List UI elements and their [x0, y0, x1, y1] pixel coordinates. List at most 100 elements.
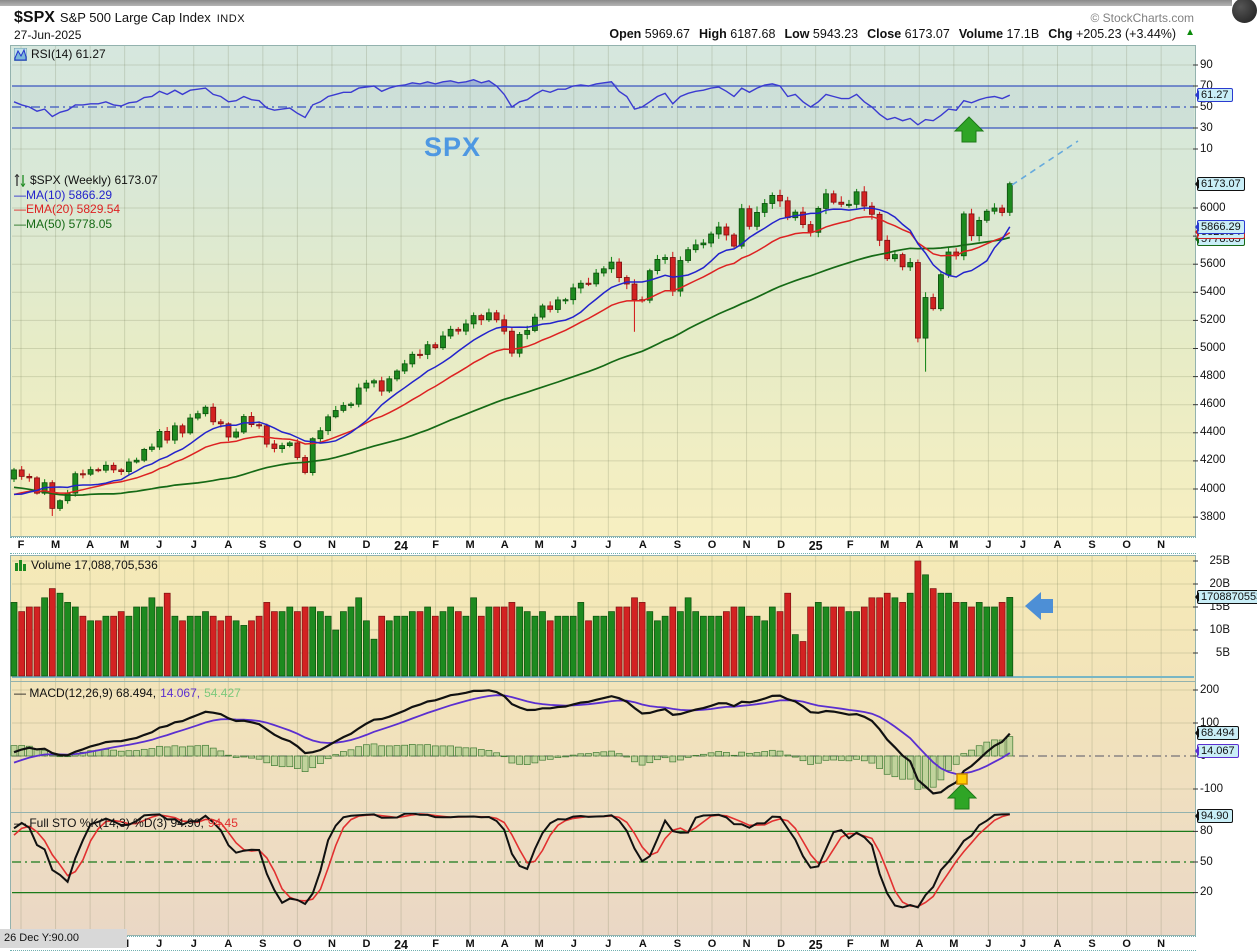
month-label: M — [949, 938, 959, 950]
ma50-legend: —MA(50) 5778.05 — [14, 216, 113, 231]
axis-tick-label: 20 — [1200, 886, 1213, 899]
month-label: O — [1122, 938, 1131, 950]
axis-tick-label: 4600 — [1200, 398, 1226, 411]
month-label: 25 — [808, 938, 823, 952]
month-label: N — [1157, 539, 1166, 551]
month-label: 24 — [394, 539, 408, 553]
month-label: A — [224, 539, 233, 551]
axis-tick-label: 10 — [1200, 142, 1213, 155]
month-label: A — [224, 938, 233, 950]
month-label: F — [17, 539, 25, 551]
floating-widget-button[interactable] — [1232, 0, 1257, 23]
stockcharts-copyright: © StockCharts.com — [1090, 11, 1194, 25]
month-label: 25 — [808, 539, 823, 553]
month-label: N — [742, 938, 751, 950]
axis-tick-label: 4800 — [1200, 370, 1226, 383]
ma10-legend: —MA(10) 5866.29 — [14, 187, 113, 202]
month-label: S — [259, 539, 267, 551]
month-label: S — [673, 938, 682, 950]
symbol-label: $SPX — [14, 9, 55, 26]
volume-legend: Volume 17,088,705,536 — [14, 558, 158, 572]
axis-tick-label: 4400 — [1200, 426, 1226, 439]
month-label: S — [259, 938, 267, 950]
month-label: M — [880, 539, 890, 551]
axis-tick-label: 3800 — [1200, 510, 1226, 523]
sto-value-badge: 94.90 — [1195, 809, 1233, 824]
month-label: J — [605, 938, 612, 950]
month-label: D — [362, 938, 371, 950]
quote-high: High 6187.68 — [698, 27, 776, 41]
price-title: $SPX (Weekly) 6173.07 — [30, 173, 158, 187]
rsi-value-badge: 61.27 — [1195, 88, 1233, 103]
macd-sto-separator — [10, 812, 1196, 813]
axis-tick-label: 5200 — [1200, 313, 1226, 326]
quote-low: Low 5943.23 — [784, 27, 859, 41]
month-label: J — [190, 539, 197, 551]
symbol-name: S&P 500 Large Cap Index — [59, 10, 211, 25]
axis-tick-label: 5400 — [1200, 285, 1226, 298]
month-label: O — [707, 539, 717, 551]
rsi-legend: RSI(14) 61.27 — [14, 47, 106, 61]
month-label: O — [293, 539, 302, 551]
month-label: F — [432, 938, 439, 950]
axis-tick-label: 50 — [1200, 855, 1213, 868]
month-label: D — [777, 938, 786, 950]
axis-tick-label: 20B — [1209, 577, 1230, 590]
axis-tick-label: 25B — [1209, 554, 1230, 567]
axis-tick-label: 4000 — [1200, 482, 1226, 495]
month-label: J — [605, 539, 612, 551]
month-label: A — [500, 938, 509, 950]
spx-watermark: SPX — [424, 132, 482, 162]
volume-legend-label: Volume 17,088,705,536 — [31, 558, 158, 572]
chart-header: $SPX S&P 500 Large Cap Index INDX © StockC… — [14, 9, 1194, 27]
month-label: M — [50, 539, 61, 551]
month-label: O — [1122, 539, 1131, 551]
month-label: O — [293, 938, 302, 950]
sto-legend: — Full STO %K(14,3) %D(3) 94.90, 94.45 — [14, 816, 238, 830]
month-label: O — [707, 938, 717, 950]
month-label: N — [327, 539, 336, 551]
top-scrollbar[interactable] — [0, 0, 1232, 6]
month-label: S — [1088, 938, 1096, 950]
month-label: N — [1157, 938, 1166, 950]
quote-volume: Volume 17.1B — [958, 27, 1040, 41]
sto-legend-d: 94.45 — [207, 816, 238, 830]
ema20-legend: —EMA(20) 5829.54 — [14, 202, 121, 216]
month-label: N — [742, 539, 751, 551]
exchange-label: INDX — [216, 13, 246, 25]
sto-legend-main: — Full STO %K(14,3) %D(3) 94.90, — [14, 816, 204, 830]
month-label: M — [465, 938, 475, 950]
axis-tick-label: 90 — [1200, 58, 1213, 71]
month-label: J — [570, 938, 577, 950]
month-label: A — [915, 539, 924, 551]
macd-legend: — MACD(12,26,9) 68.494, 14.067, 54.427 — [14, 686, 241, 700]
month-label: A — [1053, 539, 1062, 551]
month-label: S — [1088, 539, 1096, 551]
month-label: M — [120, 539, 130, 551]
axis-tick-label: 30 — [1200, 121, 1213, 134]
price-value-badge: 5866.29 — [1195, 219, 1245, 234]
rsi-indicator-icon — [14, 47, 27, 61]
month-label: J — [1019, 539, 1026, 551]
quote-close: Close 6173.07 — [867, 27, 950, 41]
change-up-icon: ▲ — [1185, 27, 1195, 38]
month-label: N — [327, 938, 336, 950]
month-label: J — [156, 938, 163, 950]
axis-tick-label: 80 — [1200, 824, 1213, 837]
price-value-badge: 6173.07 — [1195, 176, 1245, 191]
axis-tick-label: -100 — [1200, 782, 1224, 795]
macd-value-badge: 68.494 — [1195, 726, 1239, 741]
month-label: J — [570, 539, 577, 551]
month-label: 24 — [394, 938, 408, 952]
axis-tick-label: 5000 — [1200, 342, 1226, 354]
month-label: A — [1053, 938, 1062, 950]
axis-tick-label: 50 — [1200, 100, 1213, 113]
month-label: D — [362, 539, 371, 551]
month-label: J — [985, 938, 992, 950]
month-label: J — [985, 539, 992, 551]
month-label: A — [86, 539, 95, 551]
month-label: J — [156, 539, 163, 551]
